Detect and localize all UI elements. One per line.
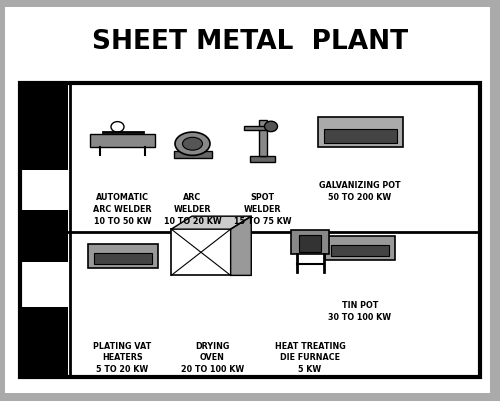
Bar: [20, 84, 480, 377]
Bar: [20, 307, 68, 377]
Text: GALVANIZING POT
50 TO 200 KW: GALVANIZING POT 50 TO 200 KW: [319, 180, 401, 201]
Ellipse shape: [175, 133, 210, 156]
Bar: [291, 231, 329, 255]
Bar: [88, 245, 158, 269]
Bar: [171, 229, 230, 276]
Polygon shape: [230, 217, 252, 276]
Ellipse shape: [182, 138, 203, 151]
Text: AUTOMATIC
ARC WELDER
10 TO 50 KW: AUTOMATIC ARC WELDER 10 TO 50 KW: [93, 192, 152, 225]
Bar: [174, 152, 212, 158]
Bar: [325, 237, 395, 261]
Bar: [258, 120, 266, 156]
Bar: [318, 117, 402, 147]
Polygon shape: [171, 217, 252, 229]
Bar: [90, 135, 155, 148]
Bar: [244, 126, 271, 130]
Circle shape: [264, 122, 278, 132]
Bar: [20, 84, 68, 170]
Text: HEAT TREATING
DIE FURNACE
5 KW: HEAT TREATING DIE FURNACE 5 KW: [274, 341, 345, 373]
Bar: [299, 236, 321, 253]
Text: ARC
WELDER
10 TO 20 KW: ARC WELDER 10 TO 20 KW: [164, 192, 222, 225]
Text: DRYING
OVEN
20 TO 100 KW: DRYING OVEN 20 TO 100 KW: [181, 341, 244, 373]
Bar: [250, 156, 275, 162]
Text: SHEET METAL  PLANT: SHEET METAL PLANT: [92, 29, 408, 55]
Text: SPOT
WELDER
15 TO 75 KW: SPOT WELDER 15 TO 75 KW: [234, 192, 292, 225]
Text: PLATING VAT
HEATERS
5 TO 20 KW: PLATING VAT HEATERS 5 TO 20 KW: [94, 341, 152, 373]
Bar: [324, 130, 396, 143]
Text: TIN POT
30 TO 100 KW: TIN POT 30 TO 100 KW: [328, 301, 392, 322]
Bar: [94, 254, 152, 265]
Bar: [331, 246, 389, 257]
Bar: [20, 211, 68, 263]
